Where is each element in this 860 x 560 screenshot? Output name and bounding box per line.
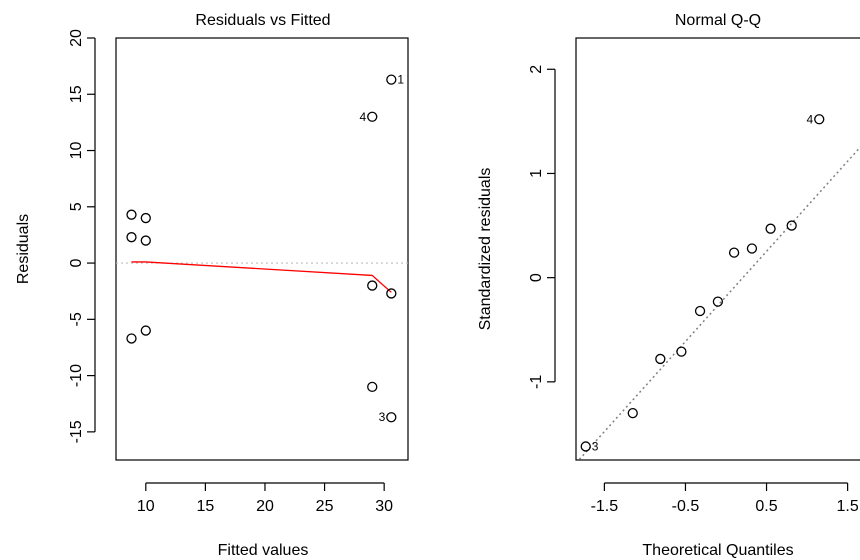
point-label: 3	[592, 439, 599, 453]
data-point	[140, 212, 151, 224]
chart-title: Normal Q-Q	[675, 12, 761, 29]
x-tick-label: 15	[196, 498, 214, 515]
chart-title: Residuals vs Fitted	[195, 12, 330, 29]
data-point	[367, 280, 378, 291]
data-point	[367, 111, 378, 122]
data-point	[386, 288, 397, 299]
residuals-vs-fitted-panel: Residuals vs Fitted 4 1 3 10 15 20 25 30 -15 -10 -…	[15, 12, 409, 559]
x-axis-label: Fitted values	[218, 542, 309, 559]
x-tick-label: 25	[316, 498, 334, 515]
plot-contents: 4 1 3	[116, 73, 408, 424]
qq-reference-line	[577, 146, 860, 460]
data-point	[126, 333, 137, 344]
y-tick-label: 0	[68, 259, 85, 268]
x-axis-label: Theoretical Quantiles	[642, 542, 793, 559]
y-tick-label: 2	[528, 65, 545, 74]
x-tick-label: 10	[137, 498, 155, 515]
y-tick-label: 5	[68, 202, 85, 211]
y-axis-label: Residuals	[15, 214, 32, 284]
y-tick-label: 10	[68, 142, 85, 160]
y-tick-label: -15	[68, 420, 85, 443]
data-point	[386, 74, 397, 85]
point-label: 4	[807, 112, 814, 126]
smooth-trend-line	[131, 261, 392, 293]
point-label: 1	[397, 73, 404, 87]
x-tick-label: 1.5	[836, 498, 858, 515]
plot-frame	[575, 37, 860, 461]
y-tick-label: 1	[528, 169, 545, 178]
data-point	[126, 232, 137, 243]
data-point	[627, 407, 638, 419]
x-tick-label: 0.5	[755, 498, 777, 515]
data-point	[765, 223, 776, 234]
data-point	[746, 243, 758, 254]
point-label: 4	[360, 110, 367, 124]
y-tick-label: 0	[528, 273, 545, 282]
y-tick-label: -5	[68, 312, 85, 326]
plot-contents: 341	[577, 112, 860, 460]
data-point	[786, 220, 797, 231]
x-tick-label: -1.5	[591, 498, 619, 515]
data-point	[655, 353, 666, 365]
y-tick-label: 15	[68, 85, 85, 103]
plot-frame	[115, 37, 409, 461]
y-axis-label: Standardized residuals	[477, 168, 494, 331]
y-tick-label: -1	[528, 375, 545, 389]
x-tick-label: 20	[256, 498, 274, 515]
data-point	[580, 441, 591, 452]
data-point	[694, 305, 706, 317]
data-point	[140, 325, 151, 336]
x-tick-label: 30	[375, 498, 393, 515]
x-tick-label: -0.5	[672, 498, 700, 515]
data-point	[367, 381, 378, 393]
data-point	[386, 412, 397, 423]
data-point	[814, 114, 825, 125]
y-tick-label: 20	[68, 29, 85, 47]
data-point	[712, 296, 724, 307]
point-label: 3	[379, 410, 386, 424]
data-point	[676, 346, 687, 357]
plot-layer: 4 1 3 10 15 20 25 30 -15 -10 -5 0 5 10 15 20	[68, 29, 408, 515]
data-point	[126, 209, 137, 220]
data-point	[728, 247, 740, 258]
y-tick-label: -10	[68, 364, 85, 387]
data-point	[140, 235, 151, 246]
